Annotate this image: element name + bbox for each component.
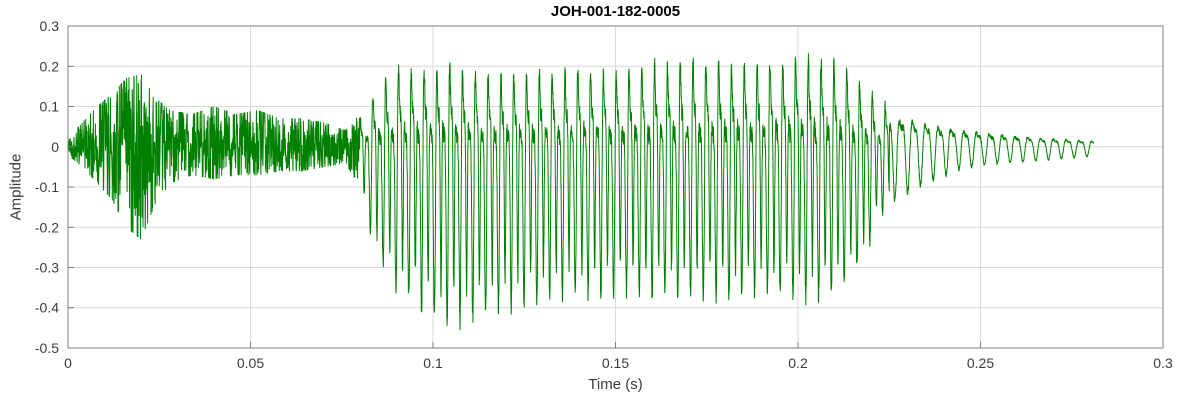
x-tick-label: 0.3: [1153, 355, 1173, 371]
y-tick-label: 0: [51, 139, 59, 155]
y-tick-label: -0.5: [35, 340, 59, 356]
y-tick-label: 0.1: [40, 99, 60, 115]
y-tick-label: -0.4: [35, 300, 59, 316]
x-tick-label: 0.15: [602, 355, 629, 371]
y-axis-label: Amplitude: [7, 153, 25, 221]
x-tick-label: 0.2: [788, 355, 808, 371]
x-tick-label: 0.05: [237, 355, 264, 371]
y-tick-label: -0.3: [35, 260, 59, 276]
waveform-trace: [67, 53, 1095, 331]
x-tick-label: 0: [64, 355, 72, 371]
x-axis-label: Time (s): [588, 376, 643, 393]
x-tick-label: 0.1: [423, 355, 443, 371]
x-tick-label: 0.25: [967, 355, 994, 371]
y-tick-label: 0.2: [40, 58, 60, 74]
chart-title: JOH-001-182-0005: [550, 3, 681, 20]
y-tick-label: 0.3: [40, 18, 60, 34]
y-tick-label: -0.2: [35, 219, 59, 235]
y-tick-label: -0.1: [35, 179, 59, 195]
